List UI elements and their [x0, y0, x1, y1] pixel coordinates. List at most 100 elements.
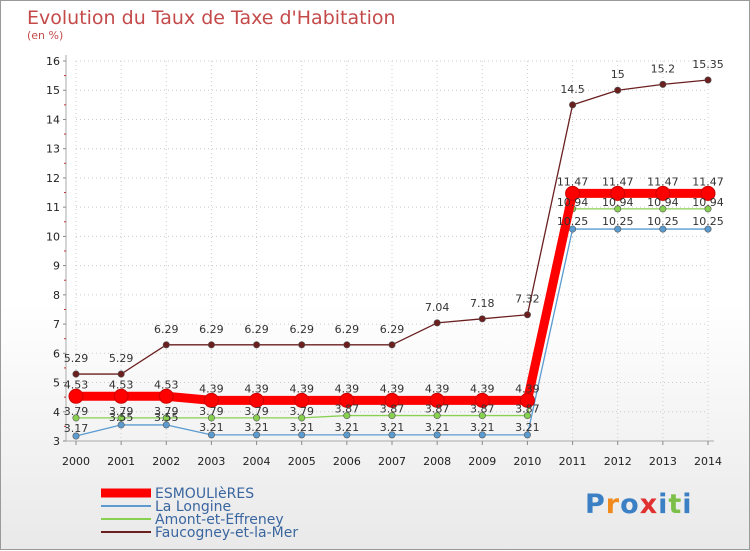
chart-subtitle: (en %): [27, 29, 64, 42]
data-point: [117, 370, 125, 378]
x-tick-label: 2010: [513, 455, 541, 468]
data-point: [474, 392, 490, 408]
data-point: [433, 412, 441, 420]
data-point: [519, 392, 535, 408]
logo-letter: x: [639, 489, 659, 520]
data-label: 4.39: [515, 382, 540, 395]
data-label: 4.39: [425, 382, 450, 395]
data-point: [704, 225, 712, 233]
proxiti-logo: Proxiti: [585, 489, 693, 520]
x-tick-label: 2004: [243, 455, 271, 468]
data-label: 10.25: [692, 215, 724, 228]
data-label: 3.21: [289, 421, 314, 434]
logo-letter: r: [605, 489, 621, 520]
data-label: 3.21: [244, 421, 269, 434]
data-label: 3.87: [380, 403, 405, 416]
y-tick-label: 16: [46, 55, 60, 68]
data-point: [207, 414, 215, 422]
data-point: [117, 421, 125, 429]
data-point: [704, 205, 712, 213]
y-tick-label: 7: [53, 318, 60, 331]
y-tick-label: 15: [46, 84, 60, 97]
x-tick-label: 2006: [333, 455, 361, 468]
x-tick-label: 2012: [604, 455, 632, 468]
data-point: [384, 392, 400, 408]
y-tick-label: 3: [53, 435, 60, 448]
data-point: [655, 185, 671, 201]
data-label: 3.87: [335, 403, 360, 416]
data-point: [207, 341, 215, 349]
data-label: 3.87: [470, 403, 495, 416]
x-tick-label: 2007: [378, 455, 406, 468]
data-label: 4.39: [470, 382, 495, 395]
data-point: [388, 412, 396, 420]
data-label: 11.47: [602, 175, 634, 188]
data-point: [253, 414, 261, 422]
data-label: 4.39: [335, 382, 360, 395]
data-point: [659, 225, 667, 233]
data-point: [614, 205, 622, 213]
data-point: [433, 319, 441, 327]
data-label: 15: [611, 68, 625, 81]
data-point: [113, 388, 129, 404]
legend-label-0: ESMOULIèRES: [155, 486, 254, 502]
data-label: 6.29: [289, 323, 314, 336]
y-tick-label: 6: [53, 347, 60, 360]
data-label: 3.21: [199, 421, 224, 434]
data-label: 15.35: [692, 58, 724, 71]
data-point: [388, 431, 396, 439]
data-label: 10.25: [647, 215, 679, 228]
data-label: 7.18: [470, 297, 495, 310]
logo-letter: i: [658, 489, 669, 520]
x-tick-label: 2000: [62, 455, 90, 468]
y-tick-label: 12: [46, 172, 60, 185]
data-label: 6.29: [154, 323, 179, 336]
data-point: [339, 392, 355, 408]
data-point: [478, 412, 486, 420]
legend-label-3: Faucogney-et-la-Mer: [155, 525, 298, 541]
data-label: 4.53: [154, 378, 179, 391]
data-point: [72, 370, 80, 378]
x-tick-label: 2011: [559, 455, 587, 468]
x-tick-label: 2001: [107, 455, 135, 468]
data-label: 3.79: [289, 405, 314, 418]
data-label: 15.2: [651, 62, 676, 75]
data-point: [253, 431, 261, 439]
chart-data-labels: 4.53 4.53 4.53 4.39 4.39 4.39 4.39 4.39 4.39 4.39…: [64, 58, 724, 435]
legend-label-1: La Longine: [155, 499, 231, 515]
y-tick-label: 8: [53, 289, 60, 302]
x-tick-label: 2013: [649, 455, 677, 468]
x-tick-label: 2005: [288, 455, 316, 468]
logo-letter: i: [682, 489, 693, 520]
data-point: [68, 388, 84, 404]
data-label: 3.79: [109, 405, 134, 418]
y-tick-label: 14: [46, 113, 60, 126]
data-point: [433, 431, 441, 439]
data-label: 6.29: [244, 323, 269, 336]
data-point: [249, 392, 265, 408]
data-label: 3.87: [425, 403, 450, 416]
data-label: 10.94: [602, 196, 634, 209]
data-label: 6.29: [199, 323, 224, 336]
data-point: [565, 185, 581, 201]
data-label: 10.94: [692, 196, 724, 209]
data-point: [253, 341, 261, 349]
data-point: [388, 341, 396, 349]
y-tick-label: 13: [46, 143, 60, 156]
x-tick-label: 2003: [197, 455, 225, 468]
y-tick-label: 4: [53, 406, 60, 419]
data-point: [610, 185, 626, 201]
data-label: 4.53: [109, 378, 134, 391]
logo-letter: t: [668, 489, 683, 520]
data-point: [343, 431, 351, 439]
data-label: 3.21: [425, 421, 450, 434]
data-point: [523, 311, 531, 319]
data-point: [614, 86, 622, 94]
legend-label-2: Amont-et-Effreney: [155, 512, 284, 528]
data-point: [162, 414, 170, 422]
data-point: [72, 432, 80, 440]
data-label: 10.25: [602, 215, 634, 228]
